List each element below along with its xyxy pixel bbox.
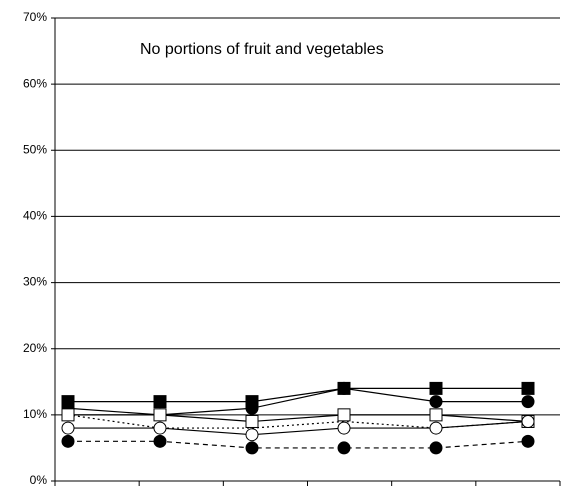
marker [521,395,535,409]
marker [153,395,167,409]
marker [337,408,351,422]
y-tick-label: 40% [23,209,47,223]
marker [61,421,75,435]
y-tick-label: 20% [23,341,47,355]
marker [245,441,259,455]
series-line [68,440,529,449]
marker [521,381,535,395]
annotation: No portions of fruit and vegetables [140,41,384,58]
marker [429,381,443,395]
series-line [68,387,528,403]
series-line [68,414,529,423]
marker [337,421,351,435]
y-tick-label: 30% [23,275,47,289]
series-line [67,387,528,416]
marker [61,408,75,422]
marker [429,441,443,455]
marker [153,421,167,435]
marker [245,414,259,428]
marker [337,381,351,395]
marker [61,434,75,448]
marker [153,408,167,422]
marker [337,441,351,455]
marker [521,434,535,448]
y-tick-label: 50% [23,142,47,156]
marker [245,401,259,415]
marker [245,428,259,442]
series-line [67,414,529,429]
y-tick-label: 70% [23,10,47,24]
marker [429,421,443,435]
y-tick-label: 0% [30,473,48,486]
marker [429,408,443,422]
series-line [68,420,529,436]
y-tick-label: 60% [23,76,47,90]
y-tick-label: 10% [23,407,47,421]
marker [153,434,167,448]
marker [429,395,443,409]
marker [521,414,535,428]
